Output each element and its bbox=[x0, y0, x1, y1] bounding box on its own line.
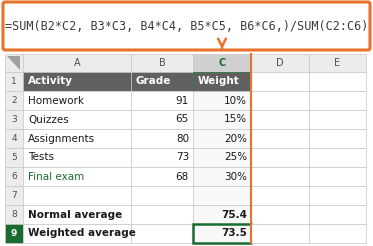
Text: 6: 6 bbox=[11, 172, 17, 181]
Bar bbox=[5, 224, 23, 243]
Text: Final exam: Final exam bbox=[28, 171, 84, 182]
Bar bbox=[309, 205, 366, 224]
Text: Quizzes: Quizzes bbox=[28, 114, 69, 124]
Bar bbox=[251, 129, 309, 148]
Bar bbox=[5, 167, 23, 186]
Bar bbox=[23, 110, 131, 129]
Text: D: D bbox=[276, 58, 284, 68]
Bar bbox=[5, 91, 23, 110]
Text: 73: 73 bbox=[176, 153, 189, 163]
Text: Activity: Activity bbox=[28, 77, 73, 87]
Bar bbox=[309, 54, 366, 72]
Bar bbox=[193, 205, 251, 224]
Text: A: A bbox=[74, 58, 80, 68]
Bar bbox=[5, 72, 23, 91]
FancyBboxPatch shape bbox=[3, 2, 370, 50]
Bar bbox=[131, 72, 193, 91]
Bar bbox=[5, 148, 23, 167]
Text: 7: 7 bbox=[11, 191, 17, 200]
Bar bbox=[309, 72, 366, 91]
Text: 10%: 10% bbox=[224, 95, 247, 106]
Bar bbox=[309, 110, 366, 129]
Bar bbox=[23, 91, 131, 110]
Text: 2: 2 bbox=[11, 96, 17, 105]
Bar bbox=[23, 167, 131, 186]
Bar bbox=[23, 129, 131, 148]
Bar bbox=[193, 224, 251, 243]
Text: Homework: Homework bbox=[28, 95, 84, 106]
Bar bbox=[193, 54, 251, 72]
Bar bbox=[193, 129, 251, 148]
Bar bbox=[193, 148, 251, 167]
Bar bbox=[251, 205, 309, 224]
Bar bbox=[131, 186, 193, 205]
Bar bbox=[131, 224, 193, 243]
Bar bbox=[23, 54, 131, 72]
Bar bbox=[23, 205, 131, 224]
Text: Grade: Grade bbox=[136, 77, 171, 87]
Bar bbox=[5, 110, 23, 129]
Bar bbox=[251, 54, 309, 72]
Bar bbox=[193, 72, 251, 91]
Bar bbox=[5, 54, 23, 72]
Bar bbox=[131, 54, 193, 72]
Bar bbox=[309, 167, 366, 186]
Text: 25%: 25% bbox=[224, 153, 247, 163]
Text: Weighted average: Weighted average bbox=[28, 229, 136, 239]
Bar bbox=[5, 205, 23, 224]
Text: E: E bbox=[335, 58, 341, 68]
Text: 73.5: 73.5 bbox=[221, 229, 247, 239]
Bar bbox=[23, 186, 131, 205]
Text: 20%: 20% bbox=[224, 134, 247, 143]
Bar bbox=[5, 186, 23, 205]
Text: Assignments: Assignments bbox=[28, 134, 95, 143]
Text: 4: 4 bbox=[11, 134, 17, 143]
Bar bbox=[251, 186, 309, 205]
Bar bbox=[23, 72, 131, 91]
Bar bbox=[5, 129, 23, 148]
Bar bbox=[131, 167, 193, 186]
Bar bbox=[309, 91, 366, 110]
Bar bbox=[193, 91, 251, 110]
Text: 65: 65 bbox=[176, 114, 189, 124]
Text: 1: 1 bbox=[11, 77, 17, 86]
Bar bbox=[193, 110, 251, 129]
Bar bbox=[131, 148, 193, 167]
Text: 5: 5 bbox=[11, 153, 17, 162]
Text: 8: 8 bbox=[11, 210, 17, 219]
Bar bbox=[251, 110, 309, 129]
Bar bbox=[23, 148, 131, 167]
Text: C: C bbox=[218, 58, 226, 68]
Text: Normal average: Normal average bbox=[28, 210, 122, 219]
Bar bbox=[131, 110, 193, 129]
Text: 9: 9 bbox=[11, 229, 17, 238]
Bar bbox=[131, 91, 193, 110]
Bar bbox=[309, 148, 366, 167]
Bar bbox=[251, 167, 309, 186]
Text: B: B bbox=[159, 58, 165, 68]
Bar bbox=[309, 224, 366, 243]
Bar bbox=[251, 148, 309, 167]
Text: 75.4: 75.4 bbox=[221, 210, 247, 219]
Bar bbox=[23, 224, 131, 243]
Bar bbox=[251, 224, 309, 243]
Text: 80: 80 bbox=[176, 134, 189, 143]
Text: =SUM(B2*C2, B3*C3, B4*C4, B5*C5, B6*C6,)/SUM(C2:C6): =SUM(B2*C2, B3*C3, B4*C4, B5*C5, B6*C6,)… bbox=[5, 19, 368, 32]
Bar bbox=[131, 129, 193, 148]
Text: 91: 91 bbox=[176, 95, 189, 106]
Text: Tests: Tests bbox=[28, 153, 54, 163]
Bar bbox=[251, 72, 309, 91]
Bar bbox=[309, 186, 366, 205]
Bar bbox=[193, 186, 251, 205]
Text: 3: 3 bbox=[11, 115, 17, 124]
Text: 68: 68 bbox=[176, 171, 189, 182]
Bar bbox=[131, 205, 193, 224]
Text: 15%: 15% bbox=[224, 114, 247, 124]
Bar bbox=[309, 129, 366, 148]
Text: 30%: 30% bbox=[224, 171, 247, 182]
Text: Weight: Weight bbox=[198, 77, 240, 87]
Bar bbox=[193, 167, 251, 186]
Bar bbox=[251, 91, 309, 110]
Polygon shape bbox=[7, 56, 20, 70]
